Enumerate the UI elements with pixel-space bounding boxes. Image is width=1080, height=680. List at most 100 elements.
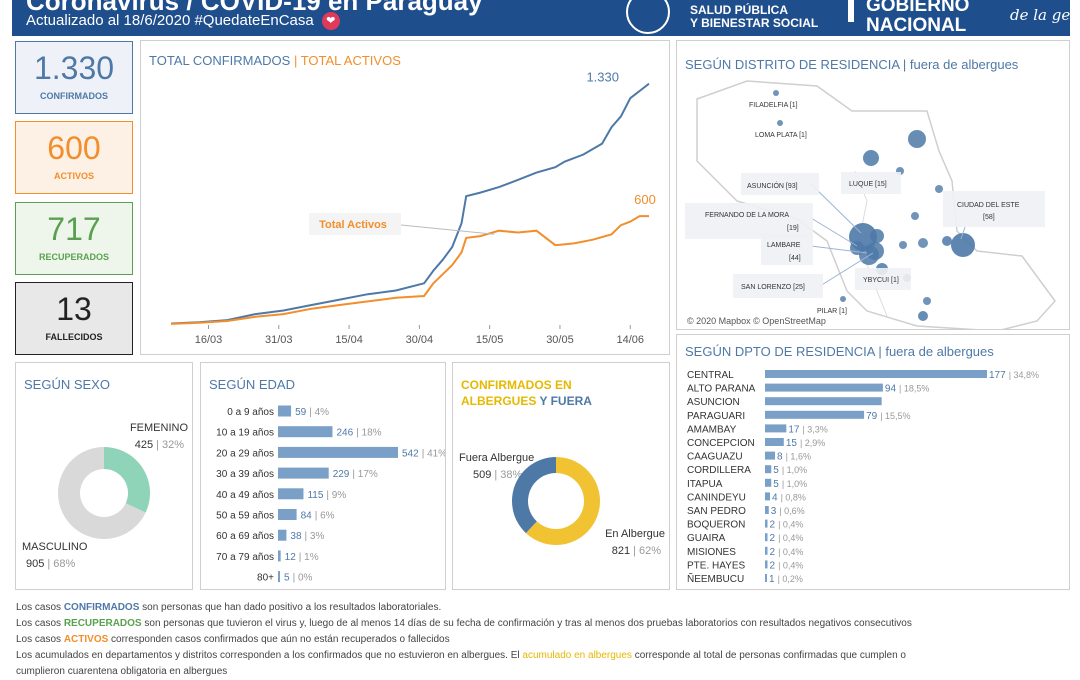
dot-cde bbox=[951, 233, 975, 257]
edad-value: 84 | 6% bbox=[301, 511, 335, 522]
dot-amambay bbox=[908, 130, 926, 148]
timeline-title: TOTAL CONFIRMADOS | TOTAL ACTIVOS bbox=[149, 53, 401, 68]
kpi-recuperados-value: 717 bbox=[47, 211, 101, 247]
map-label-fernando: FERNANDO DE LA MORA bbox=[705, 212, 789, 219]
edad-value: 246 | 18% bbox=[336, 428, 381, 439]
dpto-label: PARAGUARI bbox=[687, 411, 745, 422]
dpto-value: 2 | 0,4% bbox=[770, 520, 804, 531]
dot-concepcion bbox=[863, 150, 879, 166]
x-tick-label: 16/03 bbox=[195, 334, 223, 346]
edad-label: 30 a 39 años bbox=[216, 469, 274, 480]
seal-logo bbox=[626, 0, 670, 34]
edad-value: 38 | 3% bbox=[290, 531, 324, 542]
kpi-recuperados: 717 RECUPERADOS bbox=[15, 202, 133, 275]
kpi-confirmados: 1.330 CONFIRMADOS bbox=[15, 41, 133, 114]
ministry-logo: SALUD PÚBLICA Y BIENESTAR SOCIAL bbox=[690, 4, 818, 30]
edad-bar bbox=[278, 550, 281, 562]
dpto-bar bbox=[765, 506, 769, 514]
timeline-title-sep: | bbox=[290, 53, 301, 68]
map-label-pilar: PILAR [1] bbox=[817, 308, 847, 315]
edad-bar bbox=[278, 571, 280, 583]
label-box-asuncion bbox=[741, 173, 819, 195]
dpto-bar bbox=[765, 370, 987, 378]
dpto-value: 177 | 34,8% bbox=[989, 370, 1039, 381]
edad-title: SEGÚN EDAD bbox=[209, 377, 295, 392]
label-box-san-lorenzo bbox=[733, 274, 823, 298]
edad-value: 12 | 1% bbox=[285, 552, 319, 563]
map-title: SEGÚN DISTRITO DE RESIDENCIA | fuera de … bbox=[685, 57, 1019, 72]
dpto-bar bbox=[765, 465, 772, 474]
timeline-chart: 16/03 31/03 15/04 30/04 15/05 30/05 14/06 1.330… bbox=[170, 70, 656, 346]
header-bar: Coronavirus / COVID-19 en Paraguay Actua… bbox=[12, 0, 1070, 36]
albergues-panel: CONFIRMADOS EN ALBERGUES Y FUERA Fuera A… bbox=[452, 362, 670, 590]
dpto-label: AMAMBAY bbox=[687, 424, 737, 435]
dpto-bar bbox=[765, 546, 768, 555]
edad-bar bbox=[278, 446, 398, 458]
annotation-box bbox=[309, 213, 401, 235]
map-label-ybycui: YBYCUI [1] bbox=[863, 277, 899, 284]
edad-label: 40 a 49 años bbox=[216, 490, 274, 501]
dashboard-title: Coronavirus / COVID-19 en Paraguay bbox=[26, 0, 483, 16]
annotation-total-activos: Total Activos bbox=[319, 219, 387, 231]
kpi-confirmados-label: CONFIRMADOS bbox=[40, 91, 108, 101]
edad-value: 229 | 17% bbox=[333, 469, 378, 480]
map-label-luque: LUQUE [15] bbox=[849, 181, 887, 188]
x-tick-label: 14/06 bbox=[616, 334, 644, 346]
note-acumulados: Los acumulados en departamentos y distri… bbox=[16, 650, 906, 661]
leader-lambare bbox=[810, 245, 868, 254]
dot-caaguazu bbox=[918, 238, 928, 248]
dpto-bar bbox=[765, 410, 865, 419]
dot-filadelfia bbox=[773, 90, 779, 96]
kpi-confirmados-value: 1.330 bbox=[33, 50, 115, 86]
edad-label: 0 a 9 años bbox=[227, 407, 274, 418]
dpto-label: CAAGUAZU bbox=[687, 452, 743, 463]
albergues-title-2: ALBERGUES bbox=[461, 394, 537, 408]
kpi-activos: 600 ACTIVOS bbox=[15, 121, 133, 194]
edad-label: 20 a 29 años bbox=[216, 448, 274, 459]
dpto-bar bbox=[765, 397, 882, 406]
sexo-masculino-label: MASCULINO bbox=[22, 541, 88, 553]
dpto-label: SAN PEDRO bbox=[687, 506, 746, 517]
dpto-bar bbox=[765, 451, 776, 460]
edad-bar-chart: 0 a 9 años 59 | 4% 10 a 19 años 246 | 18% 20 a… bbox=[216, 405, 445, 584]
dpto-bar bbox=[765, 574, 767, 582]
edad-bar bbox=[278, 405, 292, 417]
sexo-slice-b bbox=[57, 447, 146, 539]
map-label-filadelfia: FILADELFIA [1] bbox=[749, 102, 798, 109]
edad-label: 80+ bbox=[257, 573, 274, 584]
kpi-recuperados-label: RECUPERADOS bbox=[38, 252, 109, 262]
dot-luque bbox=[870, 229, 884, 243]
alb-slice-b bbox=[512, 457, 556, 534]
x-tick-label: 15/04 bbox=[335, 334, 363, 346]
edad-bar bbox=[278, 488, 304, 500]
dpto-label: PTE. HAYES bbox=[687, 560, 745, 571]
dot-guaira bbox=[911, 212, 919, 220]
leader-san-lorenzo bbox=[819, 252, 874, 287]
edad-value: 5 | 0% bbox=[284, 573, 313, 584]
dpto-bar bbox=[765, 533, 768, 542]
dpto-value: 15 | 2,9% bbox=[786, 438, 825, 449]
label-box-ybycui bbox=[855, 268, 911, 290]
dpto-label: GUAIRA bbox=[687, 533, 726, 544]
kpi-activos-value: 600 bbox=[47, 130, 101, 166]
end-label-confirmados: 1.330 bbox=[586, 70, 619, 85]
dpto-label: CENTRAL bbox=[687, 370, 734, 381]
edad-bar bbox=[278, 529, 287, 541]
dpto-value: 4 | 0,8% bbox=[772, 492, 806, 503]
x-tick-label: 30/05 bbox=[546, 334, 574, 346]
alb-fuera-label: Fuera Albergue bbox=[459, 452, 534, 464]
edad-value: 59 | 4% bbox=[295, 407, 329, 418]
dpto-value: 79 | 15,5% bbox=[866, 411, 910, 422]
timeline-panel: TOTAL CONFIRMADOS | TOTAL ACTIVOS 16/03 3… bbox=[140, 40, 670, 355]
timeline-title-confirmed: TOTAL CONFIRMADOS bbox=[149, 53, 291, 68]
timeline-title-active: TOTAL ACTIVOS bbox=[300, 53, 401, 68]
kpi-fallecidos-label: FALLECIDOS bbox=[45, 332, 103, 342]
dpto-label: CONCEPCION bbox=[687, 438, 755, 449]
logo-divider bbox=[848, 0, 854, 22]
albergues-title: CONFIRMADOS EN ALBERGUES Y FUERA bbox=[461, 377, 661, 409]
map-label-lambare: LAMBARE bbox=[767, 242, 801, 249]
edad-value: 115 | 9% bbox=[307, 490, 346, 501]
map-label-lambare-count: [44] bbox=[789, 255, 801, 262]
dpto-bar bbox=[765, 492, 771, 501]
label-box-lambare bbox=[761, 233, 813, 265]
